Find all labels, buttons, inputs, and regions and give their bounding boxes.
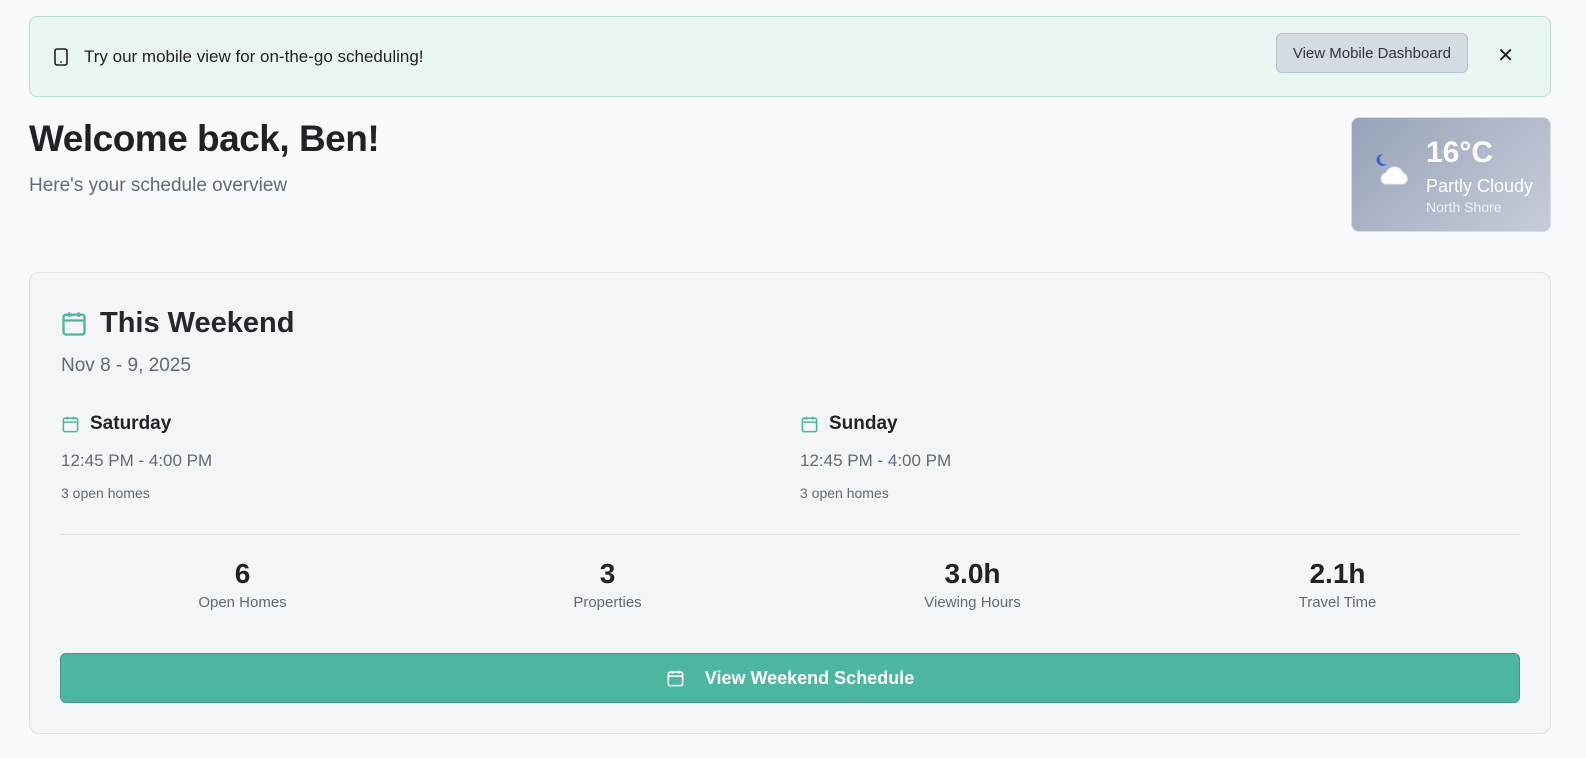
- close-icon[interactable]: ✕: [1497, 45, 1514, 67]
- divider: [60, 534, 1520, 535]
- calendar-icon: [667, 670, 684, 686]
- button-label: View Weekend Schedule: [704, 667, 915, 688]
- stat-properties: 3 Properties: [573, 558, 642, 611]
- calendar-icon: [801, 416, 818, 432]
- view-weekend-schedule-button[interactable]: View Weekend Schedule: [60, 653, 1520, 703]
- stat-travel-time: 2.1h Travel Time: [1298, 558, 1377, 611]
- mobile-banner: Try our mobile view for on-the-go schedu…: [29, 16, 1551, 97]
- stats-row: 6 Open Homes 3 Properties 3.0h Viewing Hour…: [60, 558, 1520, 611]
- day-homes: 3 open homes: [61, 485, 150, 501]
- stat-viewing-hours: 3.0h Viewing Hours: [924, 558, 1021, 611]
- calendar-icon: [62, 311, 86, 336]
- weather-widget: 16°C Partly Cloudy North Shore: [1351, 117, 1551, 232]
- day-homes: 3 open homes: [800, 485, 889, 501]
- view-mobile-dashboard-button[interactable]: View Mobile Dashboard: [1275, 33, 1468, 73]
- weather-condition: Partly Cloudy: [1426, 176, 1534, 196]
- day-time: 12:45 PM - 4:00 PM: [61, 451, 213, 470]
- day-saturday: Saturday 12:45 PM - 4:00 PM 3 open homes: [61, 413, 212, 501]
- banner-message: Try our mobile view for on-the-go schedu…: [84, 46, 424, 66]
- page-subtitle: Here's your schedule overview: [29, 175, 288, 196]
- calendar-icon: [62, 416, 79, 432]
- stat-open-homes: 6 Open Homes: [198, 558, 287, 611]
- weekend-title-text: This Weekend: [100, 307, 295, 339]
- page-title: Welcome back, Ben!: [29, 118, 380, 159]
- temperature: 16°C: [1426, 136, 1494, 169]
- weekend-card: This Weekend Nov 8 - 9, 2025 Saturday 12…: [29, 272, 1551, 734]
- day-name: Sunday: [829, 413, 898, 434]
- weather-location: North Shore: [1426, 199, 1502, 215]
- day-name: Saturday: [90, 413, 172, 434]
- moon-cloud-icon: [1376, 153, 1408, 185]
- day-time: 12:45 PM - 4:00 PM: [800, 451, 952, 470]
- weekend-title: This Weekend: [60, 307, 294, 340]
- weekend-dates: Nov 8 - 9, 2025: [61, 355, 191, 376]
- smartphone-icon: [54, 47, 68, 66]
- day-sunday: Sunday 12:45 PM - 4:00 PM 3 open homes: [800, 413, 951, 501]
